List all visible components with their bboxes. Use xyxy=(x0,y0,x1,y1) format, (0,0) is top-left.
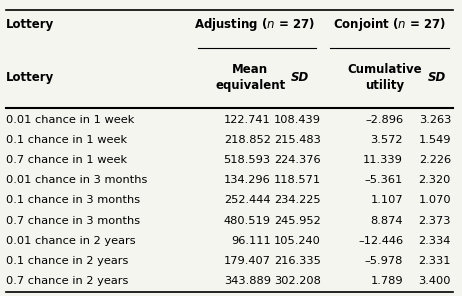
Text: –5.978: –5.978 xyxy=(365,256,403,266)
Text: Cumulative
utility: Cumulative utility xyxy=(347,63,422,92)
Text: 518.593: 518.593 xyxy=(224,155,271,165)
Text: 216.335: 216.335 xyxy=(274,256,321,266)
Text: 11.339: 11.339 xyxy=(363,155,403,165)
Text: 3.400: 3.400 xyxy=(419,276,451,286)
Text: 0.1 chance in 3 months: 0.1 chance in 3 months xyxy=(6,195,140,205)
Text: 0.01 chance in 3 months: 0.01 chance in 3 months xyxy=(6,176,147,185)
Text: 2.320: 2.320 xyxy=(419,176,451,185)
Text: 1.070: 1.070 xyxy=(419,195,451,205)
Text: 179.407: 179.407 xyxy=(224,256,271,266)
Text: 0.01 chance in 2 years: 0.01 chance in 2 years xyxy=(6,236,135,246)
Text: 105.240: 105.240 xyxy=(274,236,321,246)
Text: 8.874: 8.874 xyxy=(371,215,403,226)
Text: 252.444: 252.444 xyxy=(224,195,271,205)
Text: 0.7 chance in 1 week: 0.7 chance in 1 week xyxy=(6,155,127,165)
Text: 480.519: 480.519 xyxy=(224,215,271,226)
Text: 302.208: 302.208 xyxy=(274,276,321,286)
Text: 224.376: 224.376 xyxy=(274,155,321,165)
Text: 118.571: 118.571 xyxy=(274,176,321,185)
Text: 122.741: 122.741 xyxy=(224,115,271,125)
Text: 134.296: 134.296 xyxy=(224,176,271,185)
Text: 0.1 chance in 1 week: 0.1 chance in 1 week xyxy=(6,135,127,145)
Text: –5.361: –5.361 xyxy=(365,176,403,185)
Text: 108.439: 108.439 xyxy=(274,115,321,125)
Text: 0.1 chance in 2 years: 0.1 chance in 2 years xyxy=(6,256,128,266)
Text: 3.263: 3.263 xyxy=(419,115,451,125)
Text: SD: SD xyxy=(291,71,310,84)
Text: –2.896: –2.896 xyxy=(365,115,403,125)
Text: –12.446: –12.446 xyxy=(358,236,403,246)
Text: Conjoint ($n$ = 27): Conjoint ($n$ = 27) xyxy=(333,16,446,33)
Text: 343.889: 343.889 xyxy=(224,276,271,286)
Text: 2.226: 2.226 xyxy=(419,155,451,165)
Text: 215.483: 215.483 xyxy=(274,135,321,145)
Text: Mean
equivalent: Mean equivalent xyxy=(215,63,286,92)
Text: 234.225: 234.225 xyxy=(274,195,321,205)
Text: 1.107: 1.107 xyxy=(371,195,403,205)
Text: 1.789: 1.789 xyxy=(371,276,403,286)
Text: 0.7 chance in 2 years: 0.7 chance in 2 years xyxy=(6,276,128,286)
Text: 3.572: 3.572 xyxy=(371,135,403,145)
Text: Lottery: Lottery xyxy=(6,71,54,84)
Text: Adjusting ($n$ = 27): Adjusting ($n$ = 27) xyxy=(194,16,315,33)
Text: 2.334: 2.334 xyxy=(419,236,451,246)
Text: 96.111: 96.111 xyxy=(231,236,271,246)
Text: 2.373: 2.373 xyxy=(419,215,451,226)
Text: 218.852: 218.852 xyxy=(224,135,271,145)
Text: 0.7 chance in 3 months: 0.7 chance in 3 months xyxy=(6,215,140,226)
Text: Lottery: Lottery xyxy=(6,18,54,31)
Text: 0.01 chance in 1 week: 0.01 chance in 1 week xyxy=(6,115,134,125)
Text: 1.549: 1.549 xyxy=(419,135,451,145)
Text: SD: SD xyxy=(428,71,446,84)
Text: 2.331: 2.331 xyxy=(419,256,451,266)
Text: 245.952: 245.952 xyxy=(274,215,321,226)
